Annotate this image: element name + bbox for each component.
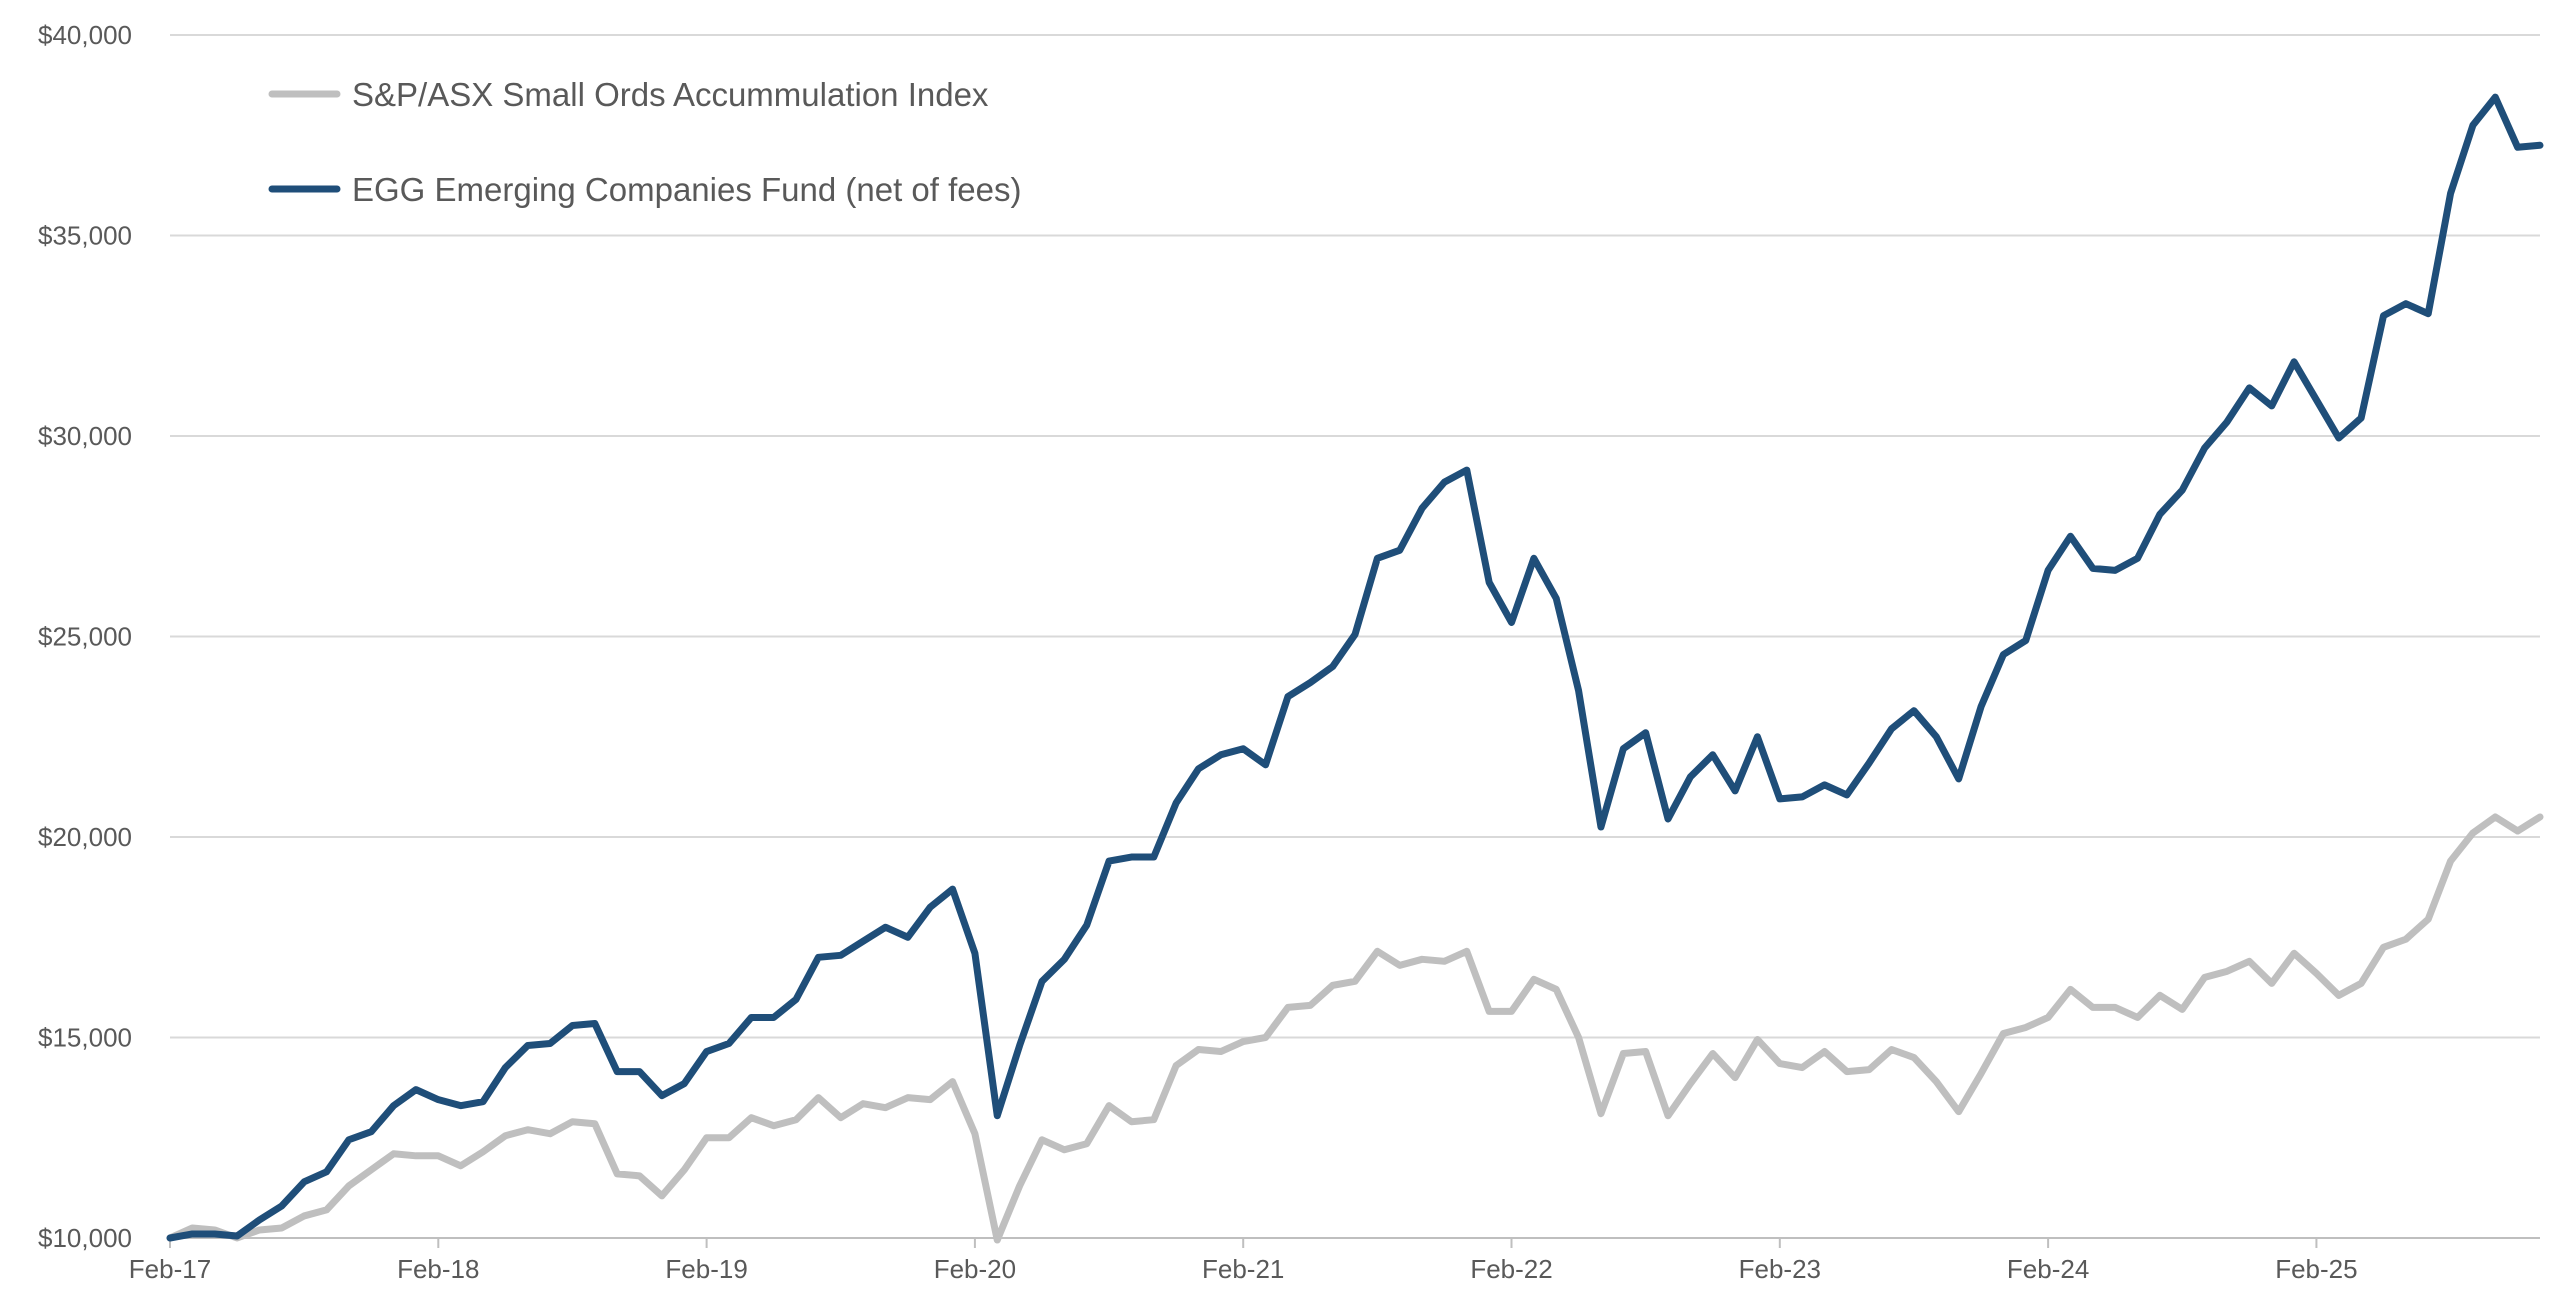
y-tick-label: $35,000: [38, 221, 132, 251]
series-line-small-ords-index: [166, 813, 2544, 1244]
legend: S&P/ASX Small Ords Accummulation Index EG…: [268, 76, 1021, 208]
x-tick-label: Feb-22: [1470, 1254, 1552, 1284]
y-tick-label: $25,000: [38, 622, 132, 652]
y-tick-label: $30,000: [38, 421, 132, 451]
x-axis-tick-labels: Feb-17 Feb-18 Feb-19 Feb-20 Feb-21 Feb-22 Feb-…: [129, 1238, 2358, 1284]
series-line-egg-fund: [166, 93, 2544, 1242]
y-tick-label: $15,000: [38, 1023, 132, 1053]
x-tick-label: Feb-25: [2275, 1254, 2357, 1284]
x-tick-label: Feb-23: [1739, 1254, 1821, 1284]
series-lines: [166, 93, 2544, 1244]
y-tick-label: $40,000: [38, 20, 132, 50]
legend-label: EGG Emerging Companies Fund (net of fees…: [352, 171, 1021, 208]
y-axis-tick-labels: $10,000 $15,000 $20,000 $25,000 $30,000 $35,0…: [38, 20, 132, 1253]
x-tick-label: Feb-21: [1202, 1254, 1284, 1284]
x-tick-label: Feb-17: [129, 1254, 211, 1284]
x-tick-label: Feb-20: [934, 1254, 1016, 1284]
x-tick-label: Feb-19: [665, 1254, 747, 1284]
x-tick-label: Feb-24: [2007, 1254, 2089, 1284]
y-tick-label: $10,000: [38, 1223, 132, 1253]
y-tick-label: $20,000: [38, 822, 132, 852]
gridlines: [170, 34, 2540, 1239]
legend-label: S&P/ASX Small Ords Accummulation Index: [352, 76, 989, 113]
x-tick-label: Feb-18: [397, 1254, 479, 1284]
